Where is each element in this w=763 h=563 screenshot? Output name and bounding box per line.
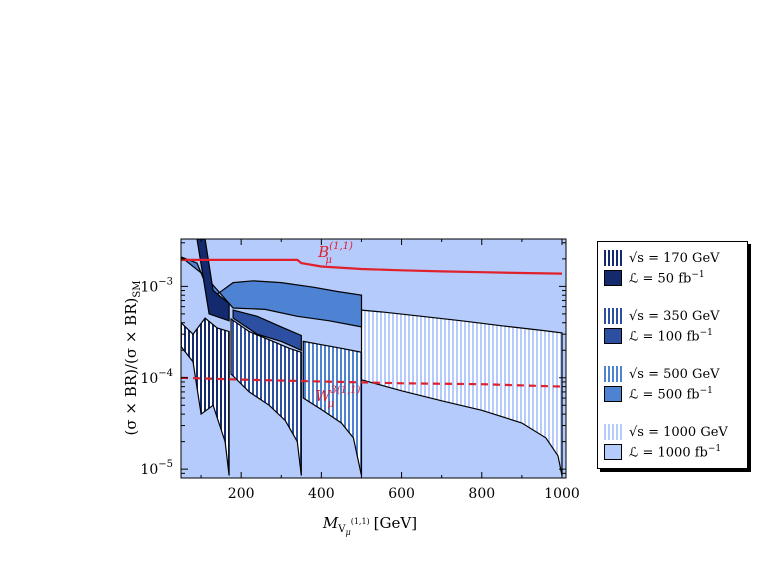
legend-swatch-hatched: [604, 424, 622, 440]
curve-label-B: B(1,1) μ: [317, 241, 353, 266]
legend-swatch-hatched: [604, 250, 622, 266]
curve-label-W: W3(1,1) μ: [315, 385, 361, 410]
legend-swatch-solid: [604, 270, 622, 286]
y-tick-label: 10−3: [140, 276, 173, 295]
region-350-solid: [232, 309, 302, 352]
legend-energy-label: √s = 1000 GeV: [629, 424, 728, 440]
plot-lines: [181, 258, 563, 388]
y-axis-label: (σ × BR)/(σ × BR)SM: [122, 281, 143, 436]
legend-swatch-solid: [604, 386, 622, 402]
line-B: [181, 258, 563, 275]
region-500-hatched: [302, 340, 363, 476]
x-tick-label: 200: [228, 486, 255, 502]
plot-regions: [181, 239, 566, 478]
legend-group: √s = 170 GeV ℒ = 50 fb−1: [604, 248, 720, 288]
legend-group: √s = 500 GeV ℒ = 500 fb−1: [604, 364, 720, 404]
line-W: [181, 376, 563, 388]
legend-group: √s = 350 GeV ℒ = 100 fb−1: [604, 306, 720, 346]
legend-swatch-solid: [604, 328, 622, 344]
region-170-hatched: [181, 317, 230, 476]
legend: √s = 170 GeV ℒ = 50 fb−1 √s = 350 GeV ℒ = 1…: [597, 241, 748, 469]
curve-labels: B(1,1) μ W3(1,1) μ: [315, 241, 361, 410]
legend-swatch-hatched: [604, 366, 622, 382]
legend-energy-label: √s = 170 GeV: [629, 250, 720, 266]
x-tick-label: 1000: [544, 486, 580, 502]
legend-lumi-label: ℒ = 100 fb−1: [629, 327, 713, 345]
x-tick-label: 800: [468, 486, 495, 502]
legend-swatch-hatched: [604, 308, 622, 324]
axis-ticks: 200 400 600 800 1000 10−5 10−4 10−3: [140, 239, 580, 502]
x-axis-label: MVμ(1,1) [GeV]: [322, 514, 417, 537]
legend-energy-label: √s = 500 GeV: [629, 366, 720, 382]
legend-lumi-label: ℒ = 50 fb−1: [629, 269, 705, 287]
legend-lumi-label: ℒ = 1000 fb−1: [629, 443, 722, 461]
plot-frame: [180, 238, 567, 479]
legend-group: √s = 1000 GeV ℒ = 1000 fb−1: [604, 422, 728, 462]
legend-lumi-label: ℒ = 500 fb−1: [629, 385, 713, 403]
region-350-hatched: [230, 317, 302, 476]
x-tick-label: 600: [388, 486, 415, 502]
region-1000-hatched: [360, 309, 563, 476]
x-tick-label: 400: [308, 486, 335, 502]
y-tick-label: 10−5: [140, 459, 173, 478]
legend-swatch-solid: [604, 444, 622, 460]
y-tick-label: 10−4: [140, 368, 173, 387]
legend-energy-label: √s = 350 GeV: [629, 308, 720, 324]
